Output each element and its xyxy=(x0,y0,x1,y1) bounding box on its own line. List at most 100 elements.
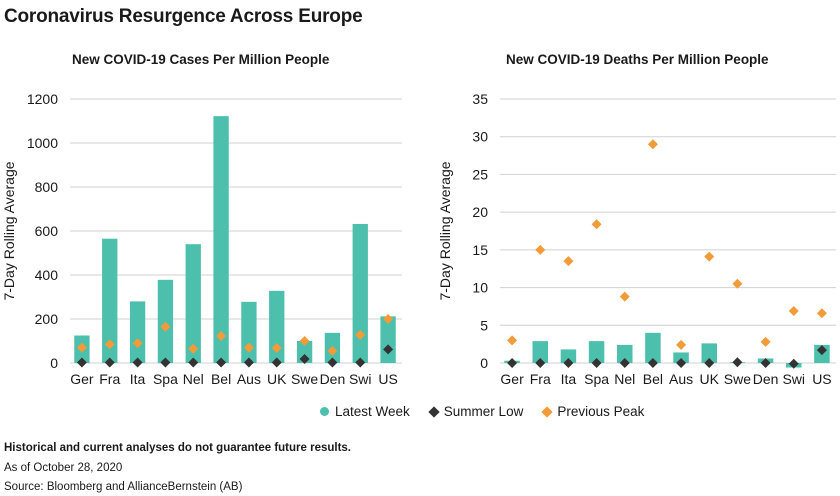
deaths-previous-peak-point-fra xyxy=(535,244,546,255)
deaths-previous-peak-point-spa xyxy=(591,219,602,230)
deaths-xtick-ger: Ger xyxy=(500,371,524,387)
deaths-xtick-swi: Swi xyxy=(782,371,805,387)
cases-summer-low-point-den xyxy=(327,357,338,368)
date-note: As of October 28, 2020 xyxy=(4,462,123,474)
cases-bar-swe xyxy=(296,341,313,363)
deaths-summer-low-point-bel xyxy=(647,358,658,368)
cases-previous-peak-point-bel xyxy=(216,330,227,341)
legend-peak-label: Previous Peak xyxy=(557,404,645,419)
main-title: Coronavirus Resurgence Across Europe xyxy=(4,6,363,27)
deaths-ytick-20: 20 xyxy=(472,204,488,220)
source-note: Source: Bloomberg and AllianceBernstein … xyxy=(4,481,243,493)
deaths-bar-spa xyxy=(588,341,605,363)
deaths-summer-low-point-ger xyxy=(507,358,518,368)
cases-chart-title: New COVID-19 Cases Per Million People xyxy=(72,52,330,67)
legend-latest-label: Latest Week xyxy=(335,404,410,419)
cases-previous-peak-point-den xyxy=(327,345,338,356)
cases-summer-low-point-aus xyxy=(243,357,254,368)
deaths-xtick-ita: Ita xyxy=(561,371,577,387)
deaths-ytick-35: 35 xyxy=(472,91,488,107)
legend-latest-swatch xyxy=(320,407,329,416)
deaths-previous-peak-point-ita xyxy=(563,256,574,267)
cases-ytick-200: 200 xyxy=(35,311,59,327)
deaths-ytick-25: 25 xyxy=(472,166,488,182)
deaths-y-axis-label: 7-Day Rolling Average xyxy=(437,161,453,300)
deaths-ytick-15: 15 xyxy=(472,242,488,258)
cases-previous-peak-point-swi xyxy=(355,329,366,340)
cases-xtick-nel: Nel xyxy=(183,371,204,387)
deaths-xtick-bel: Bel xyxy=(643,371,663,387)
cases-bar-fra xyxy=(102,238,118,363)
deaths-summer-low-point-nel xyxy=(619,358,630,368)
deaths-xtick-aus: Aus xyxy=(669,371,693,387)
deaths-bar-aus xyxy=(673,352,689,363)
deaths-xtick-uk: UK xyxy=(700,371,720,387)
deaths-summer-low-point-us xyxy=(816,345,827,356)
deaths-summer-low-point-ita xyxy=(563,358,574,368)
cases-summer-low-point-swe xyxy=(299,354,310,365)
cases-previous-peak-point-uk xyxy=(271,343,282,354)
deaths-previous-peak-point-swi xyxy=(788,305,799,316)
cases-bar-swi xyxy=(352,223,368,363)
cases-previous-peak-point-ger xyxy=(76,342,87,353)
deaths-xtick-fra: Fra xyxy=(530,371,551,387)
cases-previous-peak-point-aus xyxy=(243,342,254,353)
cases-y-axis-label: 7-Day Rolling Average xyxy=(1,161,17,300)
deaths-ytick-10: 10 xyxy=(472,280,488,296)
cases-summer-low-point-ger xyxy=(76,357,87,368)
deaths-summer-low-point-aus xyxy=(676,358,687,368)
cases-xtick-den: Den xyxy=(320,371,346,387)
cases-ytick-800: 800 xyxy=(35,179,59,195)
deaths-previous-peak-point-den xyxy=(760,336,771,347)
deaths-bar-bel xyxy=(645,332,661,363)
deaths-summer-low-point-swi xyxy=(788,358,799,369)
legend-summer-swatch xyxy=(428,405,440,418)
deaths-previous-peak-point-uk xyxy=(704,251,715,262)
legend-summer-low: Summer Low xyxy=(428,404,523,419)
deaths-summer-low-point-den xyxy=(760,358,771,368)
cases-xtick-bel: Bel xyxy=(211,371,231,387)
cases-summer-low-point-swi xyxy=(355,357,366,368)
deaths-previous-peak-point-swe xyxy=(732,278,743,289)
cases-xtick-fra: Fra xyxy=(99,371,120,387)
cases-ytick-1200: 1200 xyxy=(27,91,58,107)
cases-summer-low-point-spa xyxy=(160,357,171,368)
cases-ytick-600: 600 xyxy=(35,223,59,239)
cases-previous-peak-point-us xyxy=(383,314,394,324)
deaths-ytick-0: 0 xyxy=(480,355,488,371)
deaths-ytick-5: 5 xyxy=(480,317,488,333)
deaths-previous-peak-point-nel xyxy=(619,291,630,302)
legend-peak-swatch xyxy=(541,405,553,418)
legend-previous-peak: Previous Peak xyxy=(541,404,645,419)
deaths-chart-title: New COVID-19 Deaths Per Million People xyxy=(506,52,769,67)
cases-bar-uk xyxy=(269,290,285,363)
cases-summer-low-point-bel xyxy=(216,357,227,368)
cases-bar-us xyxy=(380,316,396,363)
cases-bar-nel xyxy=(185,244,201,363)
cases-ytick-1000: 1000 xyxy=(27,135,58,151)
deaths-bar-fra xyxy=(532,341,548,363)
cases-summer-low-point-ita xyxy=(132,357,143,368)
cases-ytick-0: 0 xyxy=(50,355,58,371)
cases-summer-low-point-us xyxy=(383,344,394,355)
deaths-summer-low-point-swe xyxy=(732,357,743,368)
cases-summer-low-point-uk xyxy=(271,357,282,368)
deaths-bar-ita xyxy=(560,349,577,363)
deaths-summer-low-point-spa xyxy=(591,358,602,368)
deaths-xtick-den: Den xyxy=(753,371,779,387)
deaths-xtick-us: US xyxy=(812,371,831,387)
deaths-ytick-30: 30 xyxy=(472,129,488,145)
disclaimer: Historical and current analyses do not g… xyxy=(4,442,352,454)
deaths-xtick-swe: Swe xyxy=(724,371,751,387)
deaths-summer-low-point-uk xyxy=(704,358,715,368)
cases-bar-spa xyxy=(157,279,174,363)
deaths-xtick-nel: Nel xyxy=(614,371,635,387)
deaths-previous-peak-point-ger xyxy=(507,335,518,346)
cases-xtick-us: US xyxy=(378,371,397,387)
deaths-previous-peak-point-us xyxy=(816,308,827,319)
cases-bar-ita xyxy=(129,301,146,363)
cases-xtick-uk: UK xyxy=(267,371,287,387)
cases-xtick-swe: Swe xyxy=(291,371,318,387)
cases-bar-bel xyxy=(213,116,229,363)
